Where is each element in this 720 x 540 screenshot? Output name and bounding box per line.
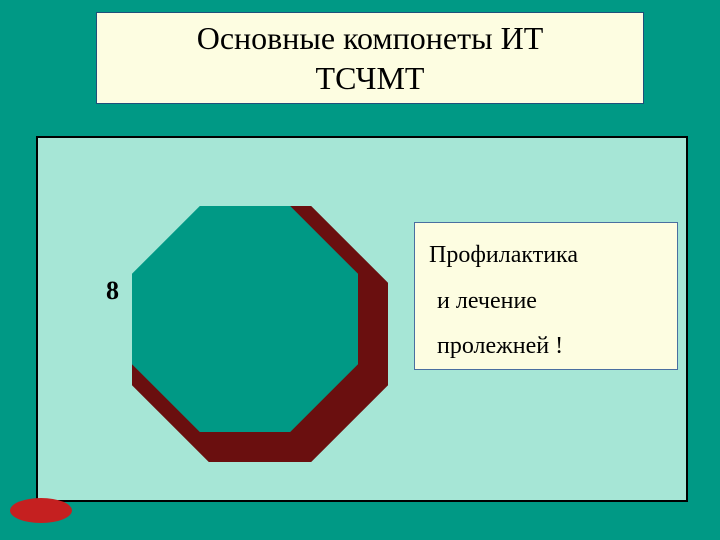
info-line-2: и лечение <box>429 279 663 325</box>
info-text-box: Профилактика и лечение пролежней ! <box>414 222 678 370</box>
octagon-shape <box>132 206 388 462</box>
red-pill-icon <box>10 498 72 523</box>
title-box: Основные компонеты ИТ ТСЧМТ <box>96 12 644 104</box>
info-line-3: пролежней ! <box>429 324 663 370</box>
number-label: 8 <box>106 276 119 306</box>
info-line-1: Профилактика <box>429 233 663 279</box>
title-line-1: Основные компонеты ИТ <box>97 18 643 58</box>
main-content-box: 8 Профилактика и лечение пролежней ! <box>36 136 688 502</box>
title-line-2: ТСЧМТ <box>97 58 643 98</box>
